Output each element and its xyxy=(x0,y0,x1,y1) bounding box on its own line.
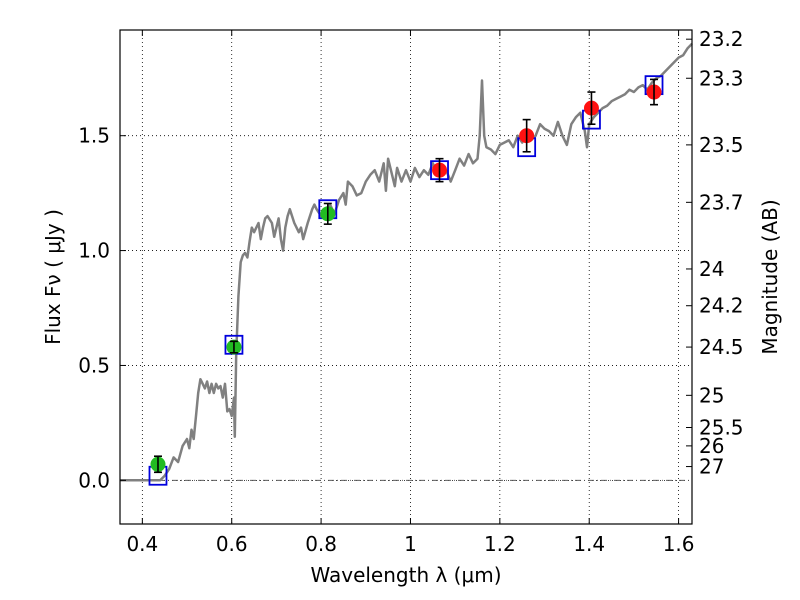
magnitude-tick-label: 23.5 xyxy=(699,133,744,157)
y-tick-label: 0.0 xyxy=(78,468,110,492)
x-tick-label: 1.2 xyxy=(484,532,516,556)
magnitude-tick-label: 26 xyxy=(699,434,724,458)
x-tick-label: 0.8 xyxy=(305,532,337,556)
magnitude-tick-label: 24 xyxy=(699,257,724,281)
y-tick-label: 1.0 xyxy=(78,239,110,263)
spectrum-layer xyxy=(120,42,693,482)
magnitude-tick-label: 23.2 xyxy=(699,27,744,51)
x-axis-ticks: 0.4 0.6 0.8 1 1.2 1.4 1.6 xyxy=(126,30,695,556)
observed-photometry-layer xyxy=(150,78,662,474)
magnitude-tick-label: 25.5 xyxy=(699,415,744,439)
magnitude-tick-label: 25 xyxy=(699,383,724,407)
y-tick-label: 1.5 xyxy=(78,124,110,148)
x-axis-label: Wavelength λ (μm) xyxy=(310,563,501,587)
magnitude-tick-label: 24.5 xyxy=(699,335,744,359)
x-tick-label: 1.4 xyxy=(573,532,605,556)
y-tick-label: 0.5 xyxy=(78,353,110,377)
plot-frame xyxy=(119,29,693,525)
magnitude-tick-label: 27 xyxy=(699,455,724,479)
grid-layer xyxy=(120,30,692,524)
x-tick-label: 0.6 xyxy=(216,532,248,556)
y-axis-ticks: 0.0 0.5 1.0 1.5 xyxy=(78,124,126,492)
x-tick-label: 1.6 xyxy=(663,532,695,556)
y-axis-label: Flux Fν ( μJy ) xyxy=(41,209,65,345)
x-tick-label: 0.4 xyxy=(126,532,158,556)
x-tick-label: 1 xyxy=(404,532,417,556)
spectrum-line xyxy=(120,42,693,482)
magnitude-tick-label: 23.3 xyxy=(699,66,744,90)
magnitude-axis-label: Magnitude (AB) xyxy=(758,199,782,354)
magnitude-tick-label: 23.7 xyxy=(699,190,744,214)
magnitude-tick-label: 24.2 xyxy=(699,294,744,318)
